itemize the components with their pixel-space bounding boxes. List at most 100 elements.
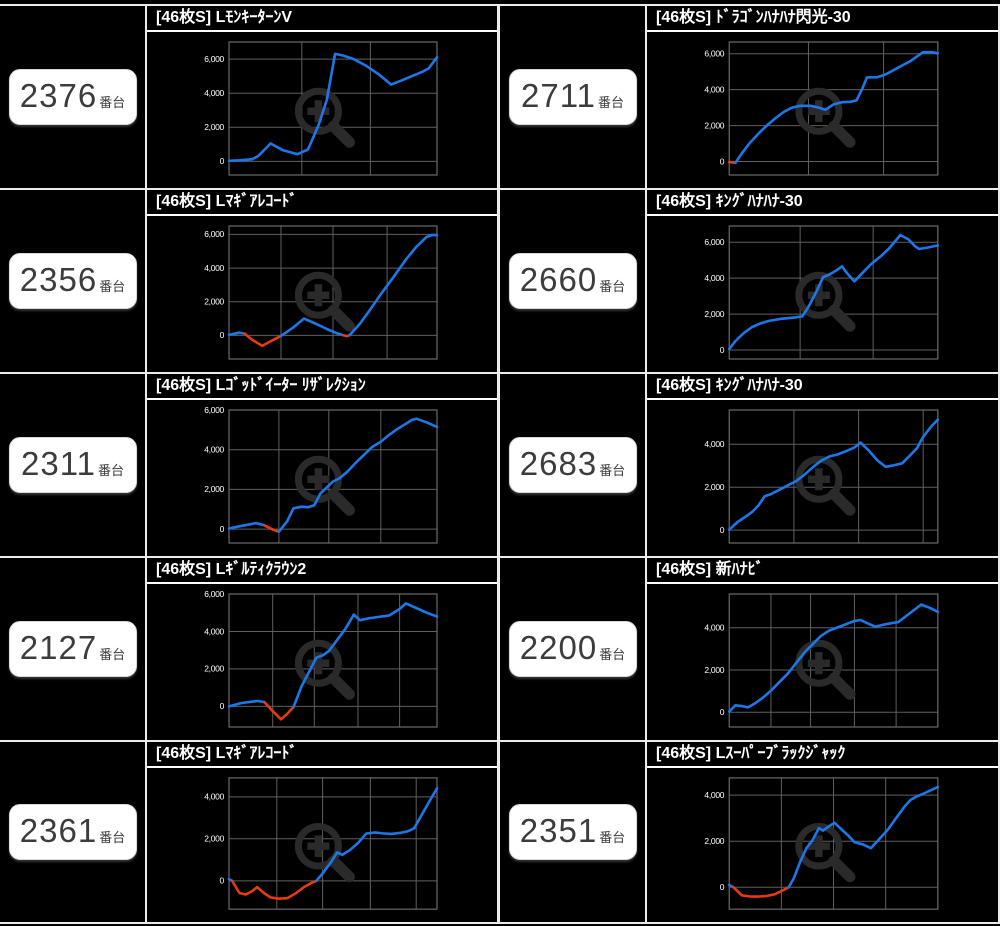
graph-line bbox=[292, 602, 439, 709]
slump-graph[interactable]: 0 2,000 4,000 6,000 bbox=[147, 32, 497, 188]
y-axis-tick-label: 6,000 bbox=[204, 229, 224, 239]
machine-number-badge[interactable]: 2361 番台 bbox=[8, 804, 137, 860]
y-axis-tick-label: 4,000 bbox=[704, 84, 724, 94]
machine-number: 2660 bbox=[519, 261, 598, 298]
y-axis-tick-label: 2,000 bbox=[704, 482, 724, 492]
y-axis-tick-label: 0 bbox=[220, 524, 225, 534]
machine-number-badge[interactable]: 2200 番台 bbox=[508, 621, 637, 677]
machine-number-zone: 2127 番台 bbox=[0, 558, 147, 740]
machine-number-badge[interactable]: 2356 番台 bbox=[8, 253, 137, 309]
slump-graph[interactable]: 0 2,000 4,000 bbox=[647, 584, 998, 740]
slump-graph[interactable]: 0 2,000 4,000 6,000 bbox=[647, 32, 998, 188]
machine-number-zone: 2351 番台 bbox=[500, 742, 647, 922]
machine-number-zone: 2200 番台 bbox=[500, 558, 647, 740]
graph-line bbox=[727, 418, 940, 531]
y-axis-tick-label: 4,000 bbox=[704, 790, 724, 800]
zoom-in-icon bbox=[294, 87, 355, 148]
zoom-in-icon bbox=[294, 639, 355, 700]
machine-cell: 2361 番台 [46枚S] Lﾏｷﾞｱﾚｺｰﾄﾞ 0 2,000 4,000 bbox=[0, 740, 500, 924]
slump-chart-svg: 0 2,000 4,000 bbox=[204, 777, 439, 910]
y-axis-tick-label: 2,000 bbox=[704, 120, 724, 130]
chart-zone: [46枚S] Lｷﾞﾙﾃｨｸﾗｳﾝ2 0 2,000 4,000 6,000 bbox=[147, 558, 497, 740]
machine-cell: 2351 番台 [46枚S] Lｽｰﾊﾟｰﾌﾞﾗｯｸｼﾞｬｯｸ 0 2,000 4,… bbox=[500, 740, 1000, 924]
graph-line bbox=[727, 603, 940, 713]
slump-chart-svg: 0 2,000 4,000 6,000 bbox=[204, 589, 439, 728]
machine-number-unit: 番台 bbox=[599, 463, 626, 478]
machine-cell: 2711 番台 [46枚S] ﾄﾞﾗｺﾞﾝﾊﾅﾊﾅ閃光-30 0 2,000 4,0… bbox=[500, 4, 1000, 188]
graph-line-negative bbox=[230, 879, 318, 900]
y-axis-tick-label: 0 bbox=[220, 156, 225, 166]
slump-graph[interactable]: 0 2,000 4,000 bbox=[147, 768, 497, 922]
slump-graph[interactable]: 0 2,000 4,000 6,000 bbox=[147, 584, 497, 740]
y-axis-tick-label: 4,000 bbox=[204, 263, 224, 273]
zoom-in-icon bbox=[795, 639, 856, 700]
slump-chart-svg: 0 2,000 4,000 bbox=[704, 409, 940, 544]
slump-chart-svg: 0 2,000 4,000 6,000 bbox=[204, 405, 439, 544]
machine-cell: 2200 番台 [46枚S] 新ﾊﾅﾋﾞ 0 2,000 4,000 bbox=[500, 556, 1000, 740]
machine-number-badge[interactable]: 2376 番台 bbox=[8, 69, 137, 125]
slump-graph[interactable]: 0 2,000 4,000 bbox=[647, 400, 998, 556]
machine-number-zone: 2376 番台 bbox=[0, 6, 147, 188]
machine-number-zone: 2361 番台 bbox=[0, 742, 147, 922]
y-axis-tick-label: 0 bbox=[720, 525, 725, 535]
y-axis-tick-label: 0 bbox=[720, 156, 725, 166]
machine-cell: 2356 番台 [46枚S] Lﾏｷﾞｱﾚｺｰﾄﾞ 0 2,000 4,000 6,0… bbox=[0, 188, 500, 372]
chart-zone: [46枚S] ｷﾝｸﾞﾊﾅﾊﾅ-30 0 2,000 4,000 6,000 bbox=[647, 190, 998, 372]
machine-number-unit: 番台 bbox=[99, 830, 126, 845]
machine-number-unit: 番台 bbox=[97, 463, 124, 478]
machine-number: 2711 bbox=[521, 77, 596, 114]
machine-cell: 2683 番台 [46枚S] ｷﾝｸﾞﾊﾅﾊﾅ-30 0 2,000 4,000 bbox=[500, 372, 1000, 556]
machine-number: 2311 bbox=[21, 445, 96, 482]
machine-number-badge[interactable]: 2127 番台 bbox=[8, 621, 137, 677]
machine-number-badge[interactable]: 2660 番台 bbox=[508, 253, 637, 309]
machine-cell: 2311 番台 [46枚S] Lｺﾞｯﾄﾞｲｰﾀｰ ﾘｻﾞﾚｸｼｮﾝ 0 2,00… bbox=[0, 372, 500, 556]
machine-title: [46枚S] 新ﾊﾅﾋﾞ bbox=[647, 558, 998, 584]
machine-number-badge[interactable]: 2351 番台 bbox=[508, 804, 637, 860]
slump-graph[interactable]: 0 2,000 4,000 bbox=[647, 768, 998, 922]
machine-number: 2351 bbox=[519, 812, 598, 849]
chart-zone: [46枚S] Lｽｰﾊﾟｰﾌﾞﾗｯｸｼﾞｬｯｸ 0 2,000 4,000 bbox=[647, 742, 998, 922]
graph-line bbox=[348, 233, 439, 337]
machine-grid: 2376 番台 [46枚S] LﾓﾝｷｰﾀｰﾝV 0 2,000 4,000 6,00… bbox=[0, 4, 1000, 924]
machine-number-badge[interactable]: 2711 番台 bbox=[508, 69, 637, 125]
y-axis-tick-label: 2,000 bbox=[204, 297, 224, 307]
machine-number-unit: 番台 bbox=[99, 647, 126, 662]
graph-line bbox=[227, 699, 266, 708]
slump-graph[interactable]: 0 2,000 4,000 6,000 bbox=[647, 216, 998, 372]
machine-number-badge[interactable]: 2683 番台 bbox=[508, 437, 637, 493]
machine-number: 2683 bbox=[519, 445, 598, 482]
machine-number-unit: 番台 bbox=[599, 279, 626, 294]
chart-zone: [46枚S] ﾄﾞﾗｺﾞﾝﾊﾅﾊﾅ閃光-30 0 2,000 4,000 6,000 bbox=[647, 6, 998, 188]
zoom-in-icon bbox=[795, 271, 856, 332]
y-axis-tick-label: 6,000 bbox=[704, 237, 724, 247]
machine-cell: 2376 番台 [46枚S] LﾓﾝｷｰﾀｰﾝV 0 2,000 4,000 6,00… bbox=[0, 4, 500, 188]
y-axis-tick-label: 4,000 bbox=[704, 439, 724, 449]
slump-graph[interactable]: 0 2,000 4,000 6,000 bbox=[147, 400, 497, 556]
machine-number-unit: 番台 bbox=[597, 95, 624, 110]
machine-cell: 2127 番台 [46枚S] Lｷﾞﾙﾃｨｸﾗｳﾝ2 0 2,000 4,000 6,… bbox=[0, 556, 500, 740]
machine-title: [46枚S] Lﾏｷﾞｱﾚｺｰﾄﾞ bbox=[147, 742, 497, 768]
graph-line bbox=[315, 787, 439, 883]
y-axis-tick-label: 2,000 bbox=[204, 834, 224, 844]
zoom-in-icon bbox=[795, 822, 856, 883]
graph-line bbox=[227, 331, 246, 337]
chart-zone: [46枚S] LﾓﾝｷｰﾀｰﾝV 0 2,000 4,000 6,000 bbox=[147, 6, 497, 188]
machine-number-badge[interactable]: 2311 番台 bbox=[8, 437, 137, 493]
graph-line bbox=[227, 52, 439, 163]
machine-number-zone: 2660 番台 bbox=[500, 190, 647, 372]
graph-line-negative bbox=[243, 332, 283, 348]
machine-number-unit: 番台 bbox=[599, 830, 626, 845]
zoom-in-icon bbox=[294, 271, 355, 332]
y-axis-tick-label: 4,000 bbox=[704, 273, 724, 283]
slump-graph[interactable]: 0 2,000 4,000 6,000 bbox=[147, 216, 497, 372]
y-axis-tick-label: 0 bbox=[720, 345, 725, 355]
y-axis-tick-label: 4,000 bbox=[704, 623, 724, 633]
graph-line-negative bbox=[263, 524, 281, 533]
machine-number: 2361 bbox=[19, 812, 98, 849]
chart-zone: [46枚S] Lﾏｷﾞｱﾚｺｰﾄﾞ 0 2,000 4,000 bbox=[147, 742, 497, 922]
machine-title: [46枚S] ｷﾝｸﾞﾊﾅﾊﾅ-30 bbox=[647, 374, 998, 400]
y-axis-tick-label: 6,000 bbox=[204, 405, 224, 415]
slump-chart-svg: 0 2,000 4,000 6,000 bbox=[204, 225, 439, 360]
machine-number: 2376 bbox=[19, 77, 98, 114]
